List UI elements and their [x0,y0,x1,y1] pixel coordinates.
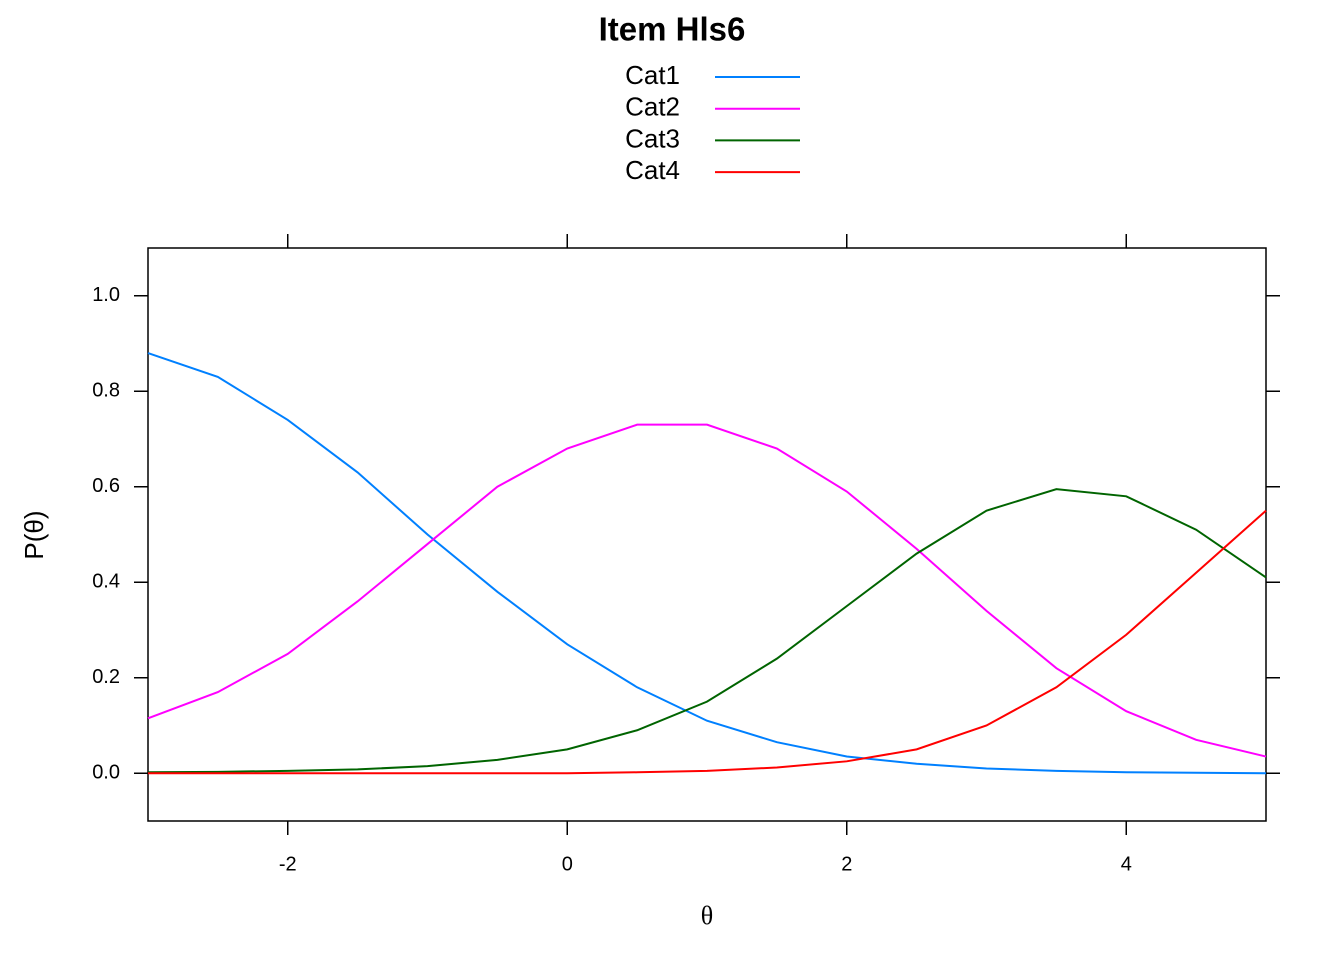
x-tick-label: 2 [841,853,852,875]
y-tick-label: 0.6 [92,475,120,497]
series-line [148,509,1267,775]
x-tick-label: -2 [279,853,297,875]
series-line [147,352,1267,775]
y-tick-label: 0.2 [92,666,120,688]
legend-label: Cat2 [625,92,680,122]
y-tick-label: 0.0 [92,762,120,784]
legend-label: Cat1 [625,60,680,90]
y-axis-label: P(θ) [19,510,49,559]
plot-frame [147,247,1267,822]
series-line [147,488,1267,774]
legend-label: Cat3 [625,123,680,153]
y-tick-label: 0.4 [92,571,120,593]
chart-title: Item Hls6 [599,11,746,48]
y-tick-label: 0.8 [92,380,120,402]
x-tick-label: 0 [562,853,573,875]
x-axis-label: θ [701,901,713,930]
legend-label: Cat4 [625,155,680,185]
series-line [147,423,1267,758]
x-tick-label: 4 [1121,853,1132,875]
y-tick-label: 1.0 [92,284,120,306]
